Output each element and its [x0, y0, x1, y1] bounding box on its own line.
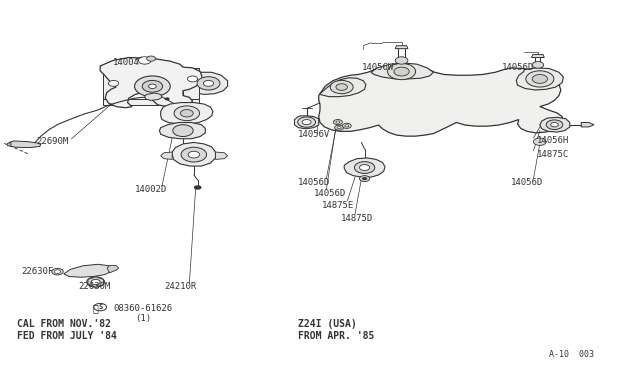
Circle shape: [194, 185, 202, 190]
Circle shape: [174, 106, 200, 121]
Polygon shape: [100, 58, 202, 108]
Circle shape: [180, 110, 193, 117]
Polygon shape: [159, 122, 205, 139]
Circle shape: [134, 76, 170, 97]
Circle shape: [164, 97, 170, 100]
Text: 14056D: 14056D: [314, 189, 346, 198]
Text: 22690M: 22690M: [36, 137, 68, 146]
Polygon shape: [103, 68, 199, 73]
Circle shape: [142, 80, 163, 92]
Text: Z24I (USA): Z24I (USA): [298, 319, 356, 329]
Polygon shape: [145, 93, 162, 100]
Text: 14875C: 14875C: [537, 150, 569, 159]
Text: A-10  003: A-10 003: [549, 350, 595, 359]
Circle shape: [342, 123, 351, 128]
Circle shape: [87, 277, 104, 287]
Circle shape: [355, 161, 375, 173]
Circle shape: [94, 304, 106, 311]
Circle shape: [108, 80, 118, 86]
Text: FED FROM JULY '84: FED FROM JULY '84: [17, 331, 117, 341]
Polygon shape: [540, 117, 570, 132]
Circle shape: [345, 125, 349, 127]
Circle shape: [550, 122, 558, 127]
Circle shape: [298, 117, 316, 127]
Circle shape: [181, 147, 207, 162]
Circle shape: [204, 80, 214, 86]
Polygon shape: [294, 116, 319, 129]
Text: (1): (1): [135, 314, 151, 323]
Text: 14056H: 14056H: [537, 137, 569, 145]
Circle shape: [532, 74, 547, 83]
Text: 14056D: 14056D: [502, 62, 534, 72]
Text: 14002D: 14002D: [135, 185, 168, 194]
Circle shape: [360, 164, 370, 170]
Text: 24210R: 24210R: [164, 282, 196, 291]
Circle shape: [336, 84, 348, 90]
Text: 22630F: 22630F: [22, 267, 54, 276]
Text: 14056D: 14056D: [511, 178, 543, 187]
Polygon shape: [9, 141, 41, 148]
Circle shape: [534, 138, 546, 145]
Polygon shape: [161, 152, 172, 160]
Polygon shape: [183, 72, 228, 94]
Circle shape: [54, 270, 61, 273]
Polygon shape: [107, 265, 118, 273]
Circle shape: [188, 151, 200, 158]
Circle shape: [337, 126, 341, 129]
Circle shape: [394, 67, 409, 76]
Circle shape: [395, 57, 408, 64]
Circle shape: [362, 177, 367, 180]
Circle shape: [330, 80, 353, 94]
Polygon shape: [161, 103, 213, 124]
Circle shape: [546, 120, 563, 129]
Circle shape: [173, 125, 193, 137]
Polygon shape: [581, 122, 594, 127]
Text: FROM APR. '85: FROM APR. '85: [298, 331, 374, 341]
Text: 14875D: 14875D: [341, 214, 373, 223]
Circle shape: [388, 63, 415, 80]
Polygon shape: [532, 55, 544, 58]
Circle shape: [147, 56, 156, 61]
Text: 14875E: 14875E: [322, 201, 354, 210]
Circle shape: [188, 76, 198, 82]
Text: S: S: [98, 304, 102, 310]
Circle shape: [52, 268, 63, 275]
Polygon shape: [7, 142, 11, 147]
Circle shape: [335, 125, 344, 130]
Text: 22630M: 22630M: [78, 282, 110, 291]
Polygon shape: [319, 63, 563, 136]
Polygon shape: [172, 142, 216, 166]
Circle shape: [148, 84, 156, 89]
Circle shape: [138, 57, 151, 64]
Text: 14056D: 14056D: [298, 178, 330, 187]
Polygon shape: [516, 68, 563, 90]
Text: Ⓢ: Ⓢ: [93, 304, 99, 314]
Circle shape: [333, 119, 342, 125]
Polygon shape: [103, 99, 199, 105]
Text: 08360-61626: 08360-61626: [113, 304, 172, 313]
Circle shape: [526, 71, 554, 87]
Text: 14056W: 14056W: [362, 62, 394, 72]
Text: 14056V: 14056V: [298, 130, 330, 139]
Text: 14004: 14004: [113, 58, 140, 67]
Circle shape: [336, 121, 340, 123]
Polygon shape: [183, 68, 199, 105]
Circle shape: [92, 279, 100, 285]
Polygon shape: [320, 78, 366, 97]
Circle shape: [532, 62, 543, 68]
Circle shape: [197, 77, 220, 90]
Text: CAL FROM NOV.'82: CAL FROM NOV.'82: [17, 319, 111, 329]
Polygon shape: [371, 63, 433, 79]
Circle shape: [302, 119, 311, 125]
Circle shape: [184, 150, 195, 157]
Polygon shape: [216, 152, 228, 160]
Polygon shape: [88, 277, 104, 287]
Polygon shape: [103, 68, 119, 105]
Polygon shape: [64, 264, 112, 277]
Polygon shape: [344, 158, 385, 177]
Polygon shape: [395, 46, 408, 49]
Circle shape: [360, 176, 370, 182]
